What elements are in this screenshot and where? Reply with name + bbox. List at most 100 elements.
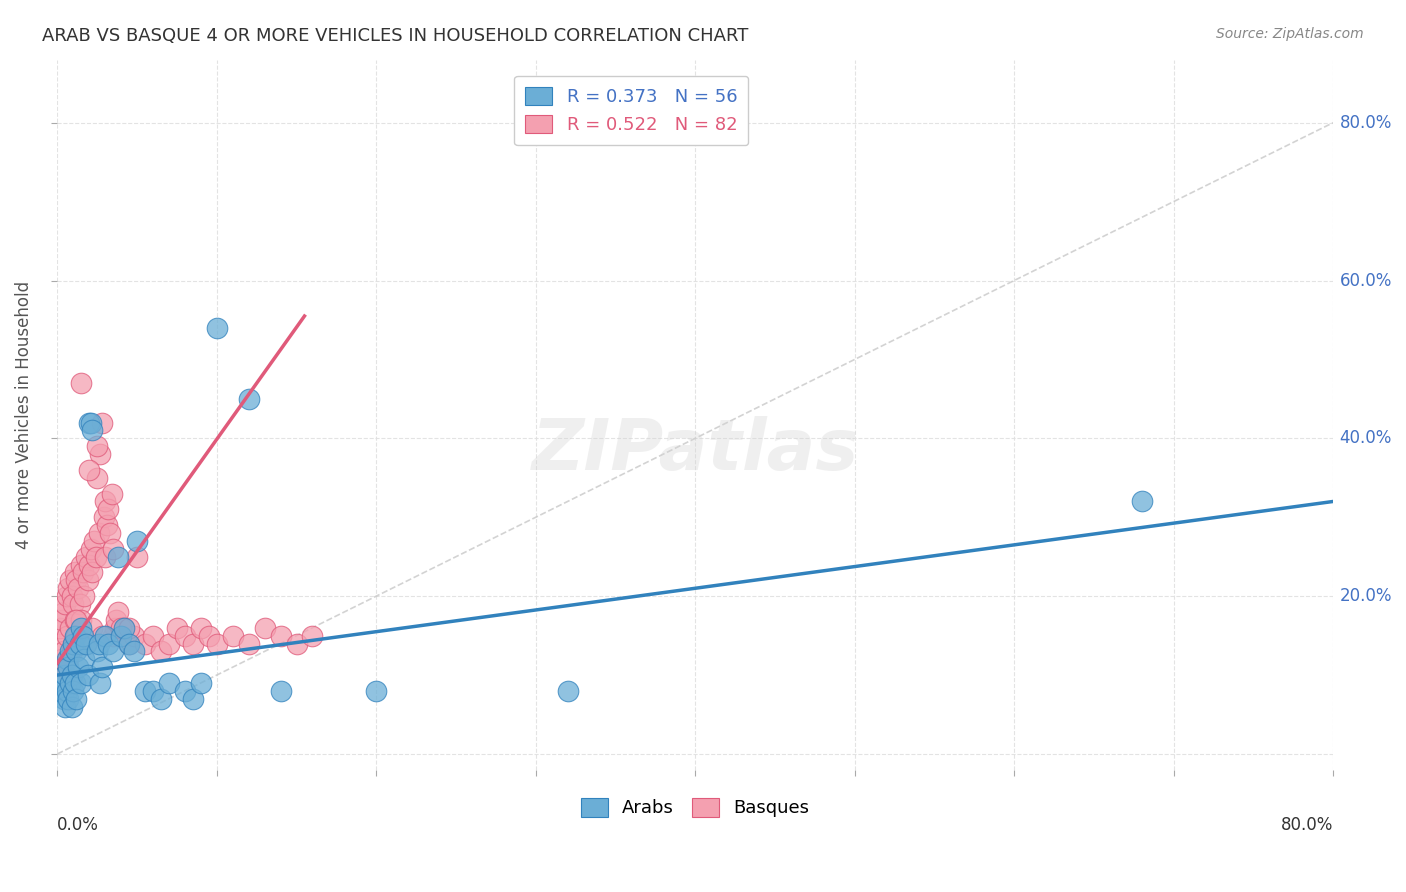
Point xyxy=(101,541,124,556)
Point xyxy=(52,691,75,706)
Point xyxy=(80,416,103,430)
Point xyxy=(52,644,75,658)
Point xyxy=(63,629,86,643)
Point xyxy=(72,566,94,580)
Point xyxy=(86,471,108,485)
Point xyxy=(91,416,114,430)
Point xyxy=(94,549,117,564)
Y-axis label: 4 or more Vehicles in Household: 4 or more Vehicles in Household xyxy=(15,281,32,549)
Point xyxy=(122,629,145,643)
Point xyxy=(56,652,79,666)
Point xyxy=(270,683,292,698)
Point xyxy=(58,691,80,706)
Point xyxy=(205,636,228,650)
Point xyxy=(142,629,165,643)
Point xyxy=(63,613,86,627)
Point xyxy=(65,644,87,658)
Point xyxy=(53,668,76,682)
Point xyxy=(149,691,172,706)
Point xyxy=(62,683,84,698)
Point xyxy=(301,629,323,643)
Point xyxy=(253,621,276,635)
Point xyxy=(58,581,80,595)
Point xyxy=(87,636,110,650)
Point xyxy=(97,502,120,516)
Point xyxy=(157,676,180,690)
Point xyxy=(100,486,122,500)
Point xyxy=(60,668,83,682)
Point xyxy=(72,629,94,643)
Point xyxy=(53,597,76,611)
Point xyxy=(51,613,73,627)
Point xyxy=(205,321,228,335)
Text: 0.0%: 0.0% xyxy=(58,816,100,834)
Point xyxy=(181,636,204,650)
Point xyxy=(107,605,129,619)
Point xyxy=(48,636,70,650)
Point xyxy=(149,644,172,658)
Point xyxy=(86,439,108,453)
Point xyxy=(76,668,98,682)
Point xyxy=(157,636,180,650)
Point xyxy=(56,683,79,698)
Point xyxy=(112,621,135,635)
Point xyxy=(76,574,98,588)
Point xyxy=(125,549,148,564)
Text: ZIPatlas: ZIPatlas xyxy=(531,416,859,484)
Point xyxy=(96,518,118,533)
Point xyxy=(181,691,204,706)
Point xyxy=(118,636,141,650)
Point xyxy=(285,636,308,650)
Point xyxy=(73,652,96,666)
Text: 80.0%: 80.0% xyxy=(1281,816,1333,834)
Text: 40.0%: 40.0% xyxy=(1340,429,1392,448)
Point xyxy=(53,668,76,682)
Point xyxy=(84,549,107,564)
Point xyxy=(97,636,120,650)
Point xyxy=(62,636,84,650)
Point xyxy=(91,660,114,674)
Point xyxy=(65,574,87,588)
Point xyxy=(94,629,117,643)
Point xyxy=(62,636,84,650)
Point xyxy=(107,549,129,564)
Point xyxy=(557,683,579,698)
Point xyxy=(59,676,82,690)
Point xyxy=(77,416,100,430)
Point xyxy=(75,549,97,564)
Point xyxy=(75,636,97,650)
Point xyxy=(67,581,90,595)
Point xyxy=(101,644,124,658)
Point xyxy=(82,621,104,635)
Point xyxy=(89,676,111,690)
Point xyxy=(56,589,79,603)
Point xyxy=(1130,494,1153,508)
Point xyxy=(190,621,212,635)
Point xyxy=(89,447,111,461)
Point xyxy=(63,566,86,580)
Legend: Arabs, Basques: Arabs, Basques xyxy=(574,791,817,824)
Point xyxy=(70,558,93,572)
Point xyxy=(86,644,108,658)
Point xyxy=(60,644,83,658)
Point xyxy=(80,541,103,556)
Point xyxy=(65,691,87,706)
Point xyxy=(49,621,72,635)
Point xyxy=(51,652,73,666)
Point xyxy=(70,613,93,627)
Point xyxy=(91,629,114,643)
Point xyxy=(173,683,195,698)
Point xyxy=(142,683,165,698)
Point xyxy=(51,676,73,690)
Point xyxy=(82,566,104,580)
Point xyxy=(118,636,141,650)
Point xyxy=(118,621,141,635)
Point xyxy=(59,574,82,588)
Point xyxy=(110,629,132,643)
Point xyxy=(59,621,82,635)
Point xyxy=(366,683,388,698)
Text: Source: ZipAtlas.com: Source: ZipAtlas.com xyxy=(1216,27,1364,41)
Text: 20.0%: 20.0% xyxy=(1340,587,1392,605)
Point xyxy=(77,558,100,572)
Point xyxy=(110,621,132,635)
